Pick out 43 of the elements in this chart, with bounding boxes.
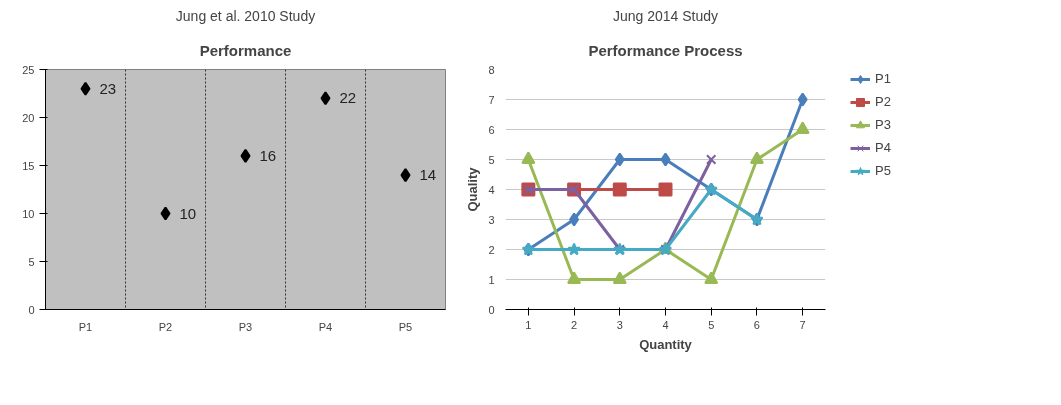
chart-subtitle: Jung et al. 2010 Study [175,7,316,24]
legend-label: P5 [875,163,892,179]
x-tick-label: 5 [708,318,715,331]
y-tick-label: 0 [28,303,35,316]
y-tick-label: 25 [22,63,35,76]
y-tick-label: 1 [488,273,495,286]
legend-label: P3 [875,117,892,133]
y-tick-label: 5 [28,255,35,268]
chart-title: Performance Process [588,41,743,59]
data-label: 23 [99,79,117,97]
y-tick-label: 6 [488,123,495,136]
y-tick-label: 5 [488,153,495,166]
chart-subtitle: Jung 2014 Study [612,7,719,24]
legend-label: P1 [875,71,892,87]
legend-label: P2 [875,94,892,110]
data-label: 14 [419,166,437,184]
data-label: 22 [339,89,357,107]
data-label: 16 [259,146,277,164]
x-tick-label: 7 [799,318,806,331]
y-axis-title: Quality [465,166,481,212]
x-tick-label: P3 [238,320,253,333]
x-tick-label: P4 [318,320,333,333]
y-tick-label: 10 [22,207,35,220]
x-tick-label: P5 [398,320,413,333]
y-tick-label: 15 [22,159,35,172]
x-tick-label: 4 [662,318,669,331]
y-tick-label: 7 [488,93,495,106]
legend-label: P4 [875,140,892,156]
y-tick-label: 3 [488,213,495,226]
x-tick-label: P2 [158,320,173,333]
y-tick-label: 4 [488,183,495,196]
x-tick-label: 3 [616,318,623,331]
x-axis-title: Quantity [639,336,693,352]
y-tick-label: 20 [22,111,35,124]
chart-title: Performance [199,41,292,59]
x-tick-label: 6 [753,318,760,331]
data-label: 10 [179,204,197,222]
x-tick-label: 1 [525,318,532,331]
y-tick-label: 0 [488,303,495,316]
y-tick-label: 2 [488,243,495,256]
x-tick-label: 2 [571,318,578,331]
y-tick-label: 8 [488,63,495,76]
x-tick-label: P1 [78,320,93,333]
